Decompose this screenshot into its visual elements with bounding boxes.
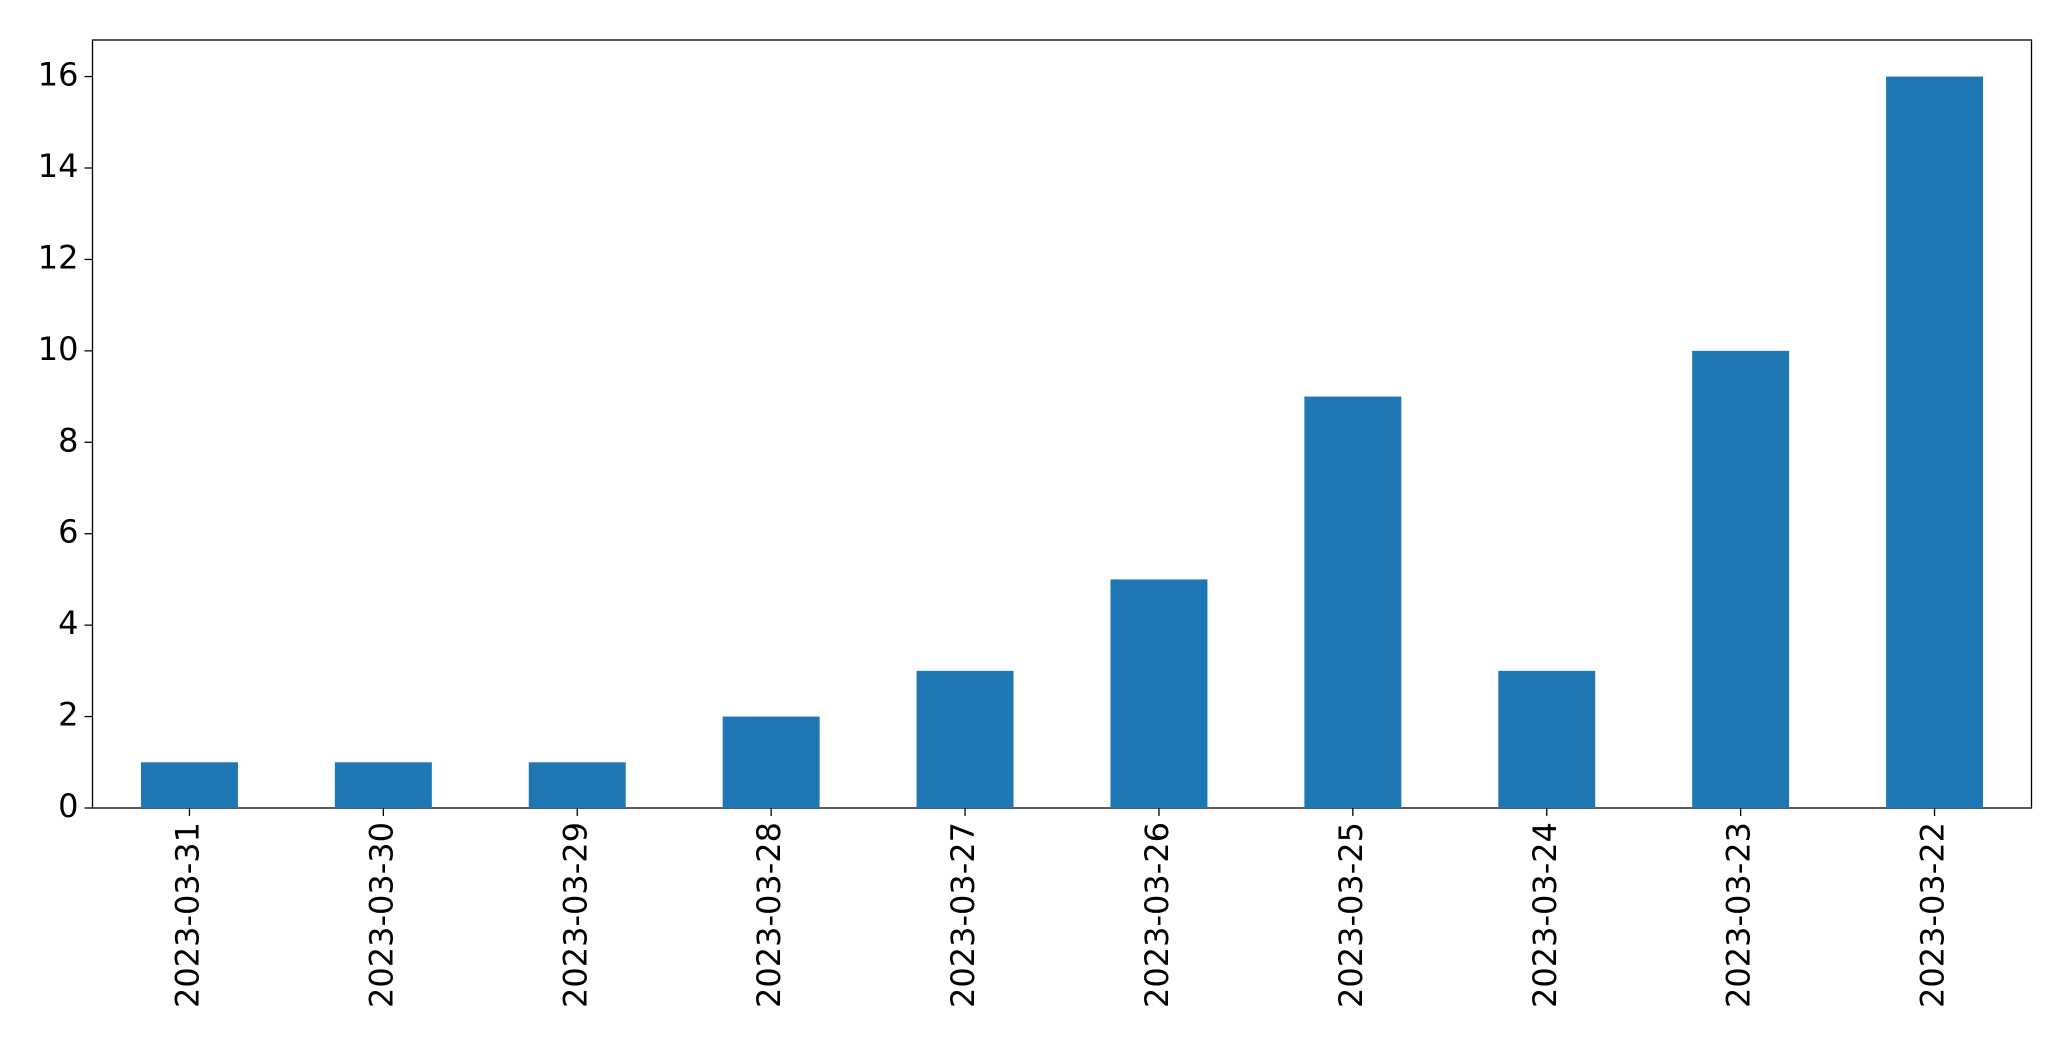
y-tick-label: 8 (58, 421, 78, 459)
x-tick-label: 2023-03-31 (168, 822, 206, 1008)
bar (334, 762, 432, 808)
bar (722, 716, 820, 808)
x-tick-label: 2023-03-26 (1138, 822, 1176, 1008)
bar (1886, 76, 1984, 809)
bar (1304, 396, 1402, 808)
plot-frame (91, 39, 2033, 809)
y-tick-label: 12 (38, 238, 79, 276)
bar (1498, 670, 1596, 808)
bar (528, 762, 626, 808)
y-tick-label: 0 (58, 787, 78, 825)
x-tick-label: 2023-03-27 (944, 822, 982, 1008)
x-tick-label: 2023-03-30 (362, 822, 400, 1008)
y-tick-label: 16 (38, 56, 79, 94)
y-tick-label: 2 (58, 696, 78, 734)
y-tick-label: 4 (58, 604, 78, 642)
x-tick-label: 2023-03-29 (556, 822, 594, 1008)
y-tick-label: 6 (58, 513, 78, 551)
x-tick-label: 2023-03-28 (750, 822, 788, 1008)
x-tick-label: 2023-03-22 (1914, 822, 1952, 1008)
bar (1110, 579, 1208, 808)
y-tick-label: 14 (38, 147, 79, 185)
x-tick-label: 2023-03-23 (1720, 822, 1758, 1008)
bar (1692, 350, 1790, 808)
x-tick-label: 2023-03-24 (1526, 822, 1564, 1008)
y-tick-label: 10 (38, 330, 79, 368)
bar (916, 670, 1014, 808)
bar (140, 762, 238, 808)
x-tick-label: 2023-03-25 (1332, 822, 1370, 1008)
